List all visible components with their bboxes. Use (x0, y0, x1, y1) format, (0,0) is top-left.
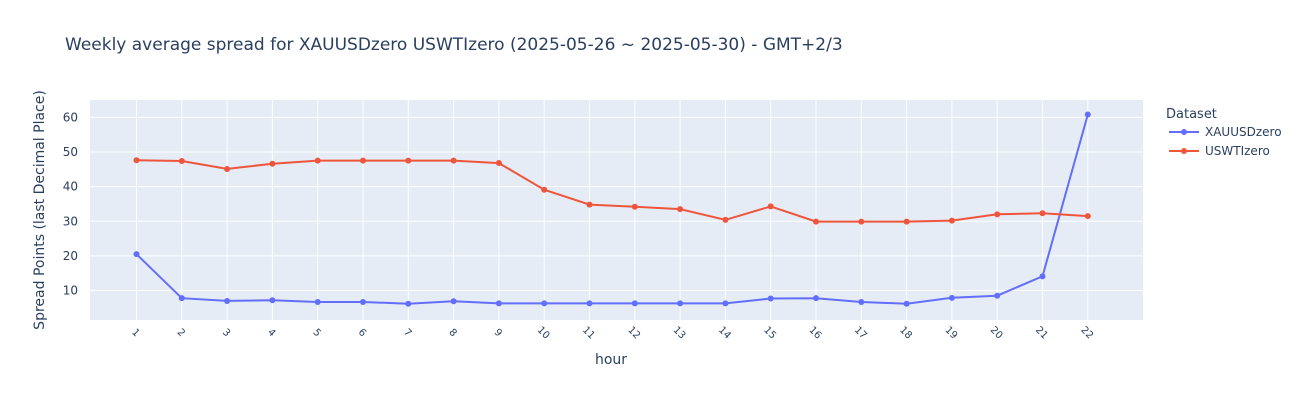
plot-area (90, 100, 1143, 320)
data-point (269, 160, 276, 167)
x-tick-label: 10 (535, 325, 552, 342)
x-tick-label: 2 (175, 327, 187, 339)
x-tick-label: 9 (492, 327, 504, 339)
data-point (586, 300, 593, 307)
data-point (224, 297, 231, 304)
data-point (813, 295, 819, 302)
data-point (495, 160, 502, 167)
data-point (360, 157, 366, 164)
data-point (948, 217, 955, 224)
series-USWTIzero (133, 157, 1091, 225)
data-point (314, 298, 321, 305)
x-tick-label: 18 (897, 325, 914, 342)
x-tick-label: 16 (807, 325, 824, 342)
x-tick-label: 19 (942, 325, 959, 342)
legend: Dataset XAUUSDzero USWTIzero (1166, 107, 1282, 158)
y-tick-label: 10 (63, 284, 78, 298)
data-point (360, 298, 366, 305)
data-point (994, 292, 1001, 299)
data-point (495, 300, 502, 307)
x-tick-label: 11 (580, 325, 597, 342)
data-point (1039, 273, 1046, 280)
x-tick-label: 21 (1033, 325, 1050, 342)
legend-label: USWTIzero (1205, 144, 1270, 158)
data-point (813, 218, 819, 225)
legend-marker (1181, 148, 1187, 154)
data-point (178, 295, 185, 302)
x-tick-label: 8 (446, 327, 458, 339)
data-point (994, 211, 1001, 218)
data-point (858, 298, 865, 305)
data-point (1084, 111, 1091, 118)
data-point (269, 297, 276, 304)
data-point (948, 294, 955, 301)
x-tick-label: 13 (671, 325, 688, 342)
data-point (677, 206, 684, 213)
x-tick-label: 5 (310, 327, 322, 339)
y-tick-label: 30 (63, 214, 78, 228)
data-point (1039, 210, 1046, 217)
data-point (631, 203, 638, 210)
data-point (178, 157, 185, 164)
x-tick-label: 20 (988, 325, 1005, 342)
data-point (677, 300, 684, 307)
x-tick-label: 17 (852, 325, 869, 342)
y-axis-title: Spread Points (last Decimal Place) (32, 90, 48, 330)
x-tick-label: 15 (761, 325, 778, 342)
data-point (903, 300, 910, 307)
gridlines (90, 100, 1143, 320)
data-point (903, 218, 910, 225)
data-point (767, 295, 774, 302)
x-tick-label: 12 (625, 325, 642, 342)
chart-title: Weekly average spread for XAUUSDzero USW… (65, 35, 843, 55)
data-point (722, 300, 729, 307)
x-tick-label: 7 (401, 327, 413, 339)
x-tick-label: 14 (716, 325, 733, 342)
data-point (1084, 213, 1091, 220)
legend-label: XAUUSDzero (1205, 125, 1282, 139)
x-tick-label: 1 (129, 327, 141, 339)
data-point (541, 186, 548, 193)
x-tick-label: 3 (220, 327, 232, 339)
y-tick-label: 50 (63, 145, 78, 159)
y-tick-label: 60 (63, 110, 78, 124)
legend-item-XAUUSDzero[interactable]: XAUUSDzero (1169, 125, 1282, 139)
data-point (586, 201, 593, 208)
data-point (722, 216, 729, 223)
data-point (541, 300, 548, 307)
y-tick-label: 40 (63, 180, 78, 194)
y-tick-label: 20 (63, 249, 78, 263)
data-point (450, 157, 457, 164)
series-line (136, 159, 1088, 223)
x-tick-label: 6 (356, 327, 368, 339)
data-point (314, 157, 321, 164)
data-point (631, 300, 638, 307)
data-point (767, 203, 774, 210)
legend-item-USWTIzero[interactable]: USWTIzero (1169, 144, 1270, 158)
data-point (858, 218, 865, 225)
x-tick-label: 4 (265, 327, 277, 339)
data-point (405, 157, 412, 164)
legend-title: Dataset (1166, 107, 1217, 122)
data-point (224, 165, 231, 172)
x-axis-title: hour (595, 352, 627, 368)
data-point (133, 251, 140, 258)
series-layer (133, 111, 1091, 307)
series-line (135, 114, 1089, 305)
series-XAUUSDzero (133, 111, 1091, 307)
y-axis-ticks: 10 20 30 40 50 60 (63, 110, 78, 297)
x-axis-ticks: 1 2 3 4 5 6 7 8 9 10 11 12 13 14 15 16 17 18 19 20 21 22 (129, 325, 1095, 342)
data-point (133, 157, 140, 164)
legend-marker (1181, 129, 1187, 135)
data-point (450, 298, 457, 305)
data-point (405, 300, 412, 307)
x-tick-label: 22 (1078, 325, 1095, 342)
